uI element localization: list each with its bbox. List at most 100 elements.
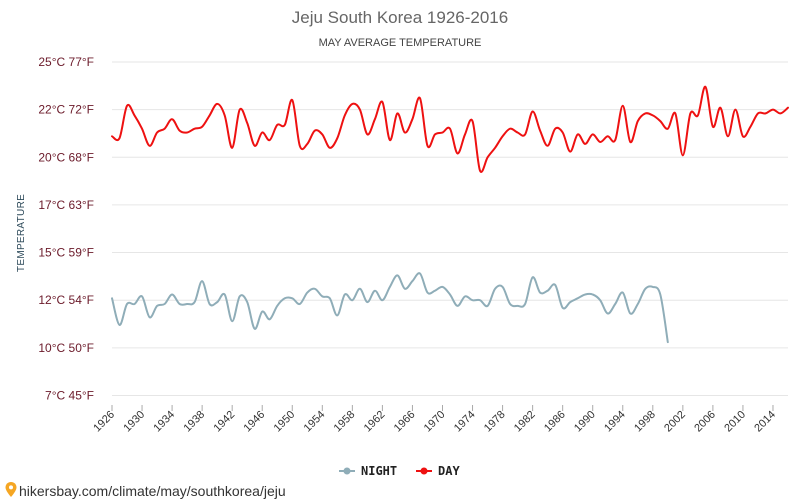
data-point-night[interactable] [651, 285, 655, 289]
data-point-night[interactable] [606, 312, 610, 316]
data-point-night[interactable] [471, 298, 475, 302]
data-point-day[interactable] [426, 144, 430, 148]
data-point-night[interactable] [238, 294, 242, 298]
data-point-night[interactable] [486, 304, 490, 308]
data-point-night[interactable] [208, 302, 212, 306]
data-point-night[interactable] [163, 302, 167, 306]
data-point-day[interactable] [621, 104, 625, 108]
data-point-day[interactable] [373, 117, 377, 121]
data-point-day[interactable] [313, 129, 317, 133]
data-point-day[interactable] [388, 138, 392, 142]
data-point-night[interactable] [118, 323, 122, 327]
data-point-day[interactable] [448, 127, 452, 131]
data-point-day[interactable] [380, 100, 384, 104]
data-point-day[interactable] [764, 111, 768, 115]
data-point-day[interactable] [238, 108, 242, 112]
data-point-night[interactable] [636, 302, 640, 306]
data-point-day[interactable] [253, 144, 257, 148]
data-point-day[interactable] [711, 125, 715, 129]
data-point-day[interactable] [365, 132, 369, 136]
data-point-day[interactable] [613, 138, 617, 142]
data-point-night[interactable] [643, 287, 647, 291]
data-point-day[interactable] [651, 113, 655, 117]
data-point-day[interactable] [230, 146, 234, 150]
data-point-day[interactable] [335, 136, 339, 140]
data-point-day[interactable] [643, 111, 647, 115]
data-point-day[interactable] [305, 142, 309, 146]
data-point-night[interactable] [395, 273, 399, 277]
data-point-day[interactable] [260, 131, 264, 135]
data-point-night[interactable] [268, 317, 272, 321]
data-point-night[interactable] [320, 294, 324, 298]
data-point-day[interactable] [125, 104, 129, 108]
data-point-night[interactable] [666, 340, 670, 344]
data-point-day[interactable] [493, 146, 497, 150]
data-point-day[interactable] [245, 121, 249, 125]
data-point-day[interactable] [606, 134, 610, 138]
data-point-day[interactable] [658, 119, 662, 123]
data-point-night[interactable] [193, 300, 197, 304]
data-point-day[interactable] [208, 113, 212, 117]
data-point-day[interactable] [410, 117, 414, 121]
data-point-day[interactable] [298, 144, 302, 148]
data-point-night[interactable] [373, 289, 377, 293]
data-point-day[interactable] [155, 131, 159, 135]
data-point-night[interactable] [365, 300, 369, 304]
data-point-day[interactable] [591, 132, 595, 136]
data-point-day[interactable] [463, 132, 467, 136]
data-point-day[interactable] [718, 106, 722, 110]
data-point-night[interactable] [200, 279, 204, 283]
data-point-night[interactable] [441, 285, 445, 289]
data-point-night[interactable] [343, 293, 347, 297]
data-point-night[interactable] [538, 291, 542, 295]
data-point-night[interactable] [463, 294, 467, 298]
data-point-day[interactable] [185, 131, 189, 135]
data-point-day[interactable] [576, 132, 580, 136]
data-point-day[interactable] [681, 153, 685, 157]
data-point-night[interactable] [245, 300, 249, 304]
data-point-day[interactable] [523, 132, 527, 136]
data-point-night[interactable] [335, 313, 339, 317]
data-point-day[interactable] [531, 110, 535, 114]
data-point-day[interactable] [133, 113, 137, 117]
data-point-day[interactable] [441, 131, 445, 135]
data-point-day[interactable] [283, 123, 287, 127]
data-point-night[interactable] [110, 296, 114, 300]
data-point-day[interactable] [666, 127, 670, 131]
data-point-night[interactable] [456, 304, 460, 308]
data-point-day[interactable] [583, 142, 587, 146]
data-point-day[interactable] [733, 108, 737, 112]
data-point-day[interactable] [756, 111, 760, 115]
data-point-day[interactable] [779, 111, 783, 115]
data-point-day[interactable] [688, 111, 692, 115]
data-point-night[interactable] [223, 293, 227, 297]
data-point-night[interactable] [523, 302, 527, 306]
data-point-night[interactable] [298, 302, 302, 306]
data-point-day[interactable] [568, 150, 572, 154]
data-point-night[interactable] [350, 298, 354, 302]
data-point-day[interactable] [696, 113, 700, 117]
data-point-day[interactable] [275, 123, 279, 127]
data-point-night[interactable] [275, 304, 279, 308]
data-point-day[interactable] [403, 131, 407, 135]
data-point-day[interactable] [726, 134, 730, 138]
data-point-night[interactable] [215, 300, 219, 304]
data-point-day[interactable] [486, 155, 490, 159]
data-point-day[interactable] [118, 136, 122, 140]
data-point-night[interactable] [253, 327, 257, 331]
data-point-day[interactable] [163, 127, 167, 131]
data-point-day[interactable] [748, 125, 752, 129]
data-point-night[interactable] [418, 272, 422, 276]
data-point-day[interactable] [553, 127, 557, 131]
data-point-night[interactable] [621, 291, 625, 295]
data-point-night[interactable] [546, 289, 550, 293]
data-point-day[interactable] [501, 134, 505, 138]
data-point-day[interactable] [538, 129, 542, 133]
data-point-night[interactable] [178, 302, 182, 306]
data-point-night[interactable] [516, 304, 520, 308]
data-point-day[interactable] [110, 134, 114, 138]
data-point-night[interactable] [305, 291, 309, 295]
data-point-night[interactable] [185, 302, 189, 306]
data-point-day[interactable] [358, 108, 362, 112]
data-point-night[interactable] [591, 293, 595, 297]
